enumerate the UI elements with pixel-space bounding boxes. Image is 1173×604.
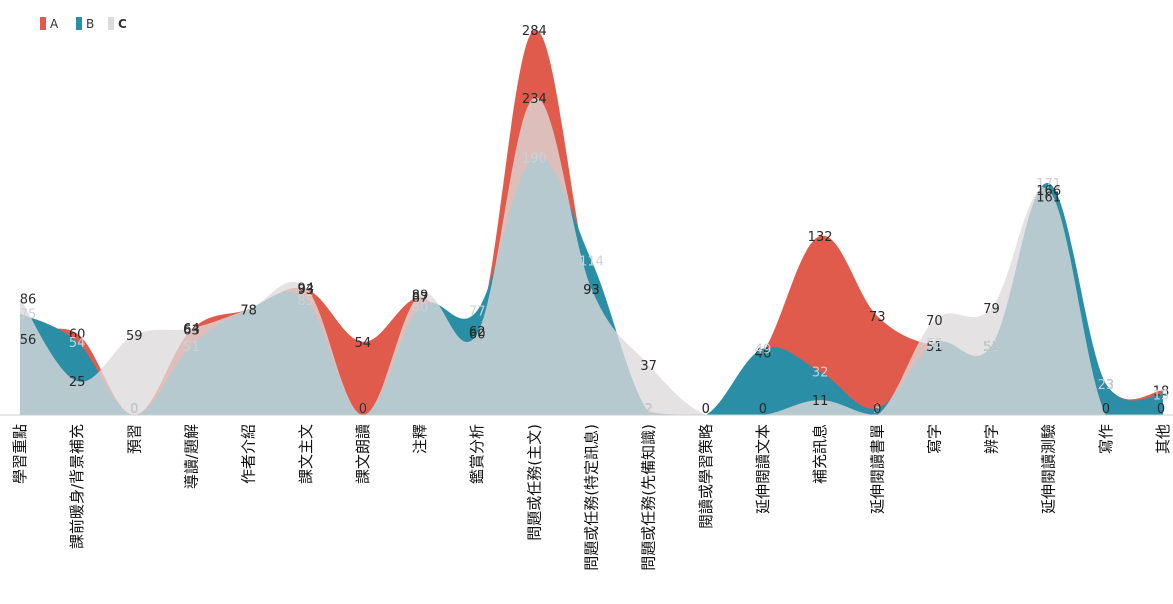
x-tick-label-3: 導讀/題解	[182, 424, 200, 489]
data-label-c-8: 60	[469, 328, 486, 343]
data-label-a-2: 0	[130, 402, 138, 417]
data-label-b-7: 80	[412, 301, 429, 316]
x-tick-label-2: 預習	[125, 424, 143, 454]
series-c-area	[20, 97, 1163, 415]
x-axis-tick-labels: 學習重點 課前暖身/背景補充 預習 導讀/題解 作者介紹 課文主文 課文朗讀 注釋 鑑賞分析 問題…	[11, 424, 1172, 571]
data-label-a-7: 87	[412, 291, 429, 306]
data-label-a-10: 93	[583, 283, 600, 298]
data-label-b-5: 85	[297, 294, 314, 309]
x-tick-label-7: 注釋	[411, 424, 429, 454]
x-tick-label-11: 問題或任務(先備知識)	[640, 424, 658, 571]
data-label-b-11: 2	[645, 402, 653, 417]
x-tick-label-14: 補充訊息	[811, 424, 829, 484]
data-label-a-14: 132	[808, 230, 833, 245]
data-label-c-7: 89	[412, 288, 429, 303]
data-label-c-4: 78	[240, 303, 257, 318]
data-label-c-13: 0	[759, 402, 767, 417]
data-labels: 56 60 0 63 78 93 54 87 62 284 93 2 0 46 132 73 51 51 161 23…	[20, 24, 1170, 417]
data-label-c-3: 64	[183, 322, 200, 337]
legend-label-a: A	[50, 17, 59, 31]
legend-swatch-a	[40, 17, 46, 30]
x-tick-label-13: 延伸閱讀文本	[754, 424, 772, 514]
data-label-c-12: 0	[702, 402, 710, 417]
x-tick-label-0: 學習重點	[11, 424, 29, 484]
data-label-a-4: 78	[240, 303, 257, 318]
data-label-b-12: 0	[702, 402, 710, 417]
legend-label-b: B	[86, 17, 94, 31]
data-label-c-10: 93	[583, 283, 600, 298]
data-label-a-3: 63	[183, 324, 200, 339]
data-label-c-19: 0	[1102, 402, 1110, 417]
data-label-b-18: 171	[1036, 177, 1061, 192]
x-tick-label-18: 延伸閱讀測驗	[1040, 424, 1058, 514]
x-tick-label-15: 延伸閱讀書單	[868, 424, 886, 514]
x-tick-label-5: 課文主文	[297, 424, 315, 484]
data-label-b-10: 114	[579, 254, 604, 269]
data-label-b-4: 78	[240, 303, 257, 318]
data-label-b-20: 15	[1153, 389, 1170, 404]
x-tick-label-19: 寫作	[1097, 424, 1115, 454]
data-label-c-6: 0	[359, 402, 367, 417]
data-label-a-5: 93	[297, 283, 314, 298]
x-tick-label-10: 問題或任務(特定訊息)	[583, 424, 601, 571]
x-tick-label-1: 課前暖身/背景補充	[68, 424, 86, 549]
data-label-a-13: 46	[755, 347, 772, 362]
legend-swatch-c	[108, 17, 114, 30]
data-label-c-16: 70	[926, 314, 943, 329]
data-label-b-3: 51	[183, 340, 200, 355]
data-label-a-11: 2	[645, 402, 653, 417]
data-label-c-18: 166	[1036, 184, 1061, 199]
data-label-b-8: 77	[469, 305, 486, 320]
data-label-c-2: 59	[126, 329, 143, 344]
data-label-a-1: 60	[69, 328, 86, 343]
x-tick-label-20: 其他	[1154, 424, 1172, 454]
data-label-c-15: 0	[873, 402, 881, 417]
data-label-b-0: 75	[20, 307, 37, 322]
data-label-a-6: 54	[355, 336, 372, 351]
legend-swatch-b	[76, 17, 82, 30]
data-label-b-9: 190	[522, 151, 547, 166]
data-label-b-2: 0	[130, 402, 138, 417]
legend-label-c: C	[118, 17, 127, 31]
data-label-a-19: 23	[1098, 378, 1115, 393]
data-label-b-1: 54	[69, 336, 86, 351]
data-label-b-19: 23	[1098, 378, 1115, 393]
x-tick-label-17: 辨字	[983, 424, 1001, 454]
data-label-c-14: 11	[812, 394, 829, 409]
x-tick-label-8: 鑑賞分析	[468, 424, 486, 484]
data-label-c-9: 234	[522, 92, 547, 107]
data-label-a-0: 56	[20, 333, 37, 348]
x-tick-label-9: 問題或任務(主文)	[525, 424, 543, 541]
data-label-c-20: 0	[1157, 402, 1165, 417]
data-label-a-15: 73	[869, 310, 886, 325]
data-label-c-17: 79	[983, 302, 1000, 317]
data-label-c-1: 25	[69, 375, 86, 390]
data-label-b-13: 49	[755, 343, 772, 358]
data-label-b-16: 53	[926, 337, 943, 352]
data-label-c-0: 86	[20, 292, 37, 307]
x-tick-label-6: 課文朗讀	[354, 424, 372, 484]
data-label-a-9: 284	[522, 24, 547, 39]
plot-area	[20, 29, 1163, 416]
x-tick-label-16: 寫字	[925, 424, 943, 454]
data-label-a-16: 51	[926, 340, 943, 355]
data-label-a-12: 0	[702, 402, 710, 417]
data-label-b-15: 5	[873, 402, 881, 417]
data-label-a-18: 161	[1036, 191, 1061, 206]
data-label-b-6: 0	[359, 402, 367, 417]
data-label-b-17: 51	[983, 340, 1000, 355]
x-tick-label-4: 作者介紹	[240, 424, 258, 484]
data-label-c-5: 94	[297, 282, 314, 297]
data-label-a-17: 51	[983, 340, 1000, 355]
data-label-a-20: 18	[1153, 385, 1170, 400]
data-label-b-14: 32	[812, 366, 829, 381]
legend: A B C	[40, 17, 127, 31]
data-label-a-8: 62	[469, 325, 486, 340]
data-label-c-11: 37	[640, 359, 657, 374]
x-tick-label-12: 閱讀或學習策略	[697, 424, 715, 529]
